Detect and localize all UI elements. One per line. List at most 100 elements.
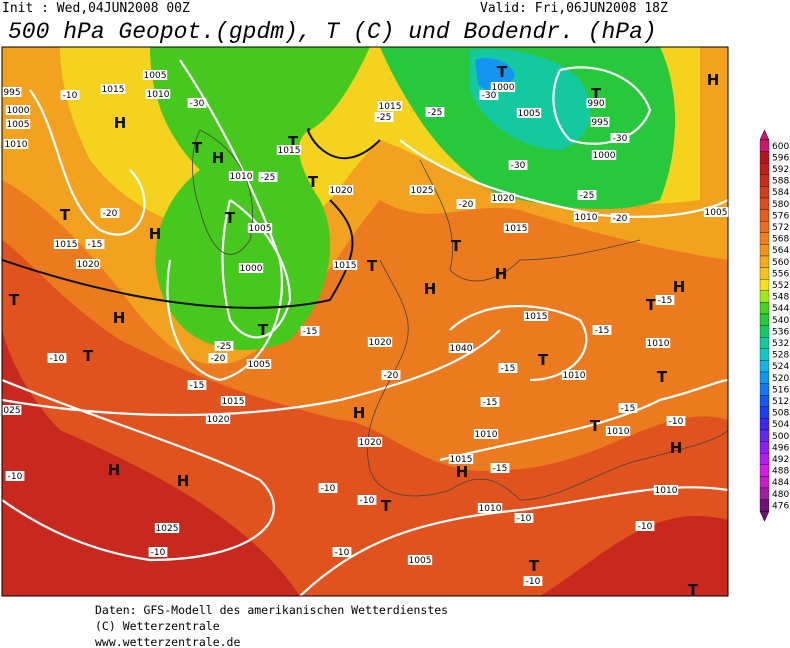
- legend-swatch: [759, 429, 770, 442]
- isoline-label-bg: [610, 133, 630, 143]
- isoline-label-bg: [367, 337, 393, 347]
- legend-swatch: [759, 406, 770, 419]
- legend-label: 516: [772, 385, 789, 395]
- isoline-label-bg: [75, 259, 101, 269]
- isoline-label-bg: [508, 160, 528, 170]
- isoline-label: -30: [511, 161, 526, 171]
- legend-tip-bottom: [759, 510, 770, 522]
- legend-tip-top: [759, 129, 770, 141]
- isoline-label-bg: [357, 437, 383, 447]
- isoline-label: 1000: [593, 151, 616, 161]
- isoline-label: -10: [638, 522, 653, 532]
- isoline-label-bg: [605, 426, 631, 436]
- isoline-label: 1010: [475, 430, 498, 440]
- isoline-label: -15: [190, 381, 205, 391]
- isoline-label: 1010: [563, 371, 586, 381]
- legend-swatch: [759, 163, 770, 175]
- isoline-label-bg: [228, 171, 254, 181]
- isoline-label: 1000: [492, 83, 515, 93]
- pressure-system: T: [9, 291, 20, 309]
- isoline-label: -30: [613, 134, 628, 144]
- isoline-label-bg: [247, 223, 273, 233]
- isoline-label: 1025: [411, 186, 434, 196]
- legend-swatch: [759, 186, 770, 199]
- isoline-label-bg: [145, 89, 171, 99]
- pressure-system: H: [707, 71, 720, 89]
- pressure-system: H: [424, 280, 437, 298]
- footer-source: Daten: GFS-Modell des amerikanischen Wet…: [95, 603, 448, 617]
- legend-label: 480: [772, 490, 789, 500]
- isoline-label: 1005: [249, 224, 272, 234]
- isoline-label-bg: [586, 98, 606, 108]
- isoline-label: -20: [384, 371, 399, 381]
- pressure-system: T: [529, 557, 540, 575]
- pressure-system: H: [149, 225, 162, 243]
- isoline-label-bg: [448, 454, 474, 464]
- legend-label: 544: [772, 304, 789, 314]
- footer-url: www.wetterzentrale.de: [95, 635, 240, 648]
- pressure-system: T: [192, 139, 203, 157]
- isoline-label-bg: [381, 370, 401, 380]
- isoline-label: -25: [428, 108, 443, 118]
- pressure-system: T: [83, 347, 94, 365]
- legend-swatch: [759, 290, 770, 303]
- map-frame: [1, 46, 729, 597]
- isoline-label-bg: [448, 343, 474, 353]
- isoline-label: -20: [613, 214, 628, 224]
- isoline-label: -15: [483, 398, 498, 408]
- legend-swatch: [759, 302, 770, 315]
- legend-label: 560: [772, 258, 789, 268]
- isoline-label: 1010: [575, 213, 598, 223]
- isoline-label-bg: [300, 326, 320, 336]
- legend-label: 584: [772, 188, 789, 198]
- isoline-label: 1015: [525, 312, 548, 322]
- pressure-system: H: [670, 439, 683, 457]
- isoline-label: 1005: [144, 71, 167, 81]
- isoline-label-bg: [53, 239, 79, 249]
- isoline-label-bg: [503, 223, 529, 233]
- pressure-system: H: [113, 309, 126, 327]
- isoline-label: 1020: [492, 194, 515, 204]
- legend-label: 572: [772, 223, 789, 233]
- legend-label: 504: [772, 420, 789, 430]
- isoline-label-bg: [610, 213, 630, 223]
- isoline-label: 1015: [450, 455, 473, 465]
- isoline-label: -15: [493, 464, 508, 474]
- isoline-label-bg: [276, 145, 302, 155]
- isoline-label-bg: [85, 239, 105, 249]
- pressure-system: T: [308, 173, 319, 191]
- isoline-label: 1005: [7, 120, 30, 130]
- isoline-label: -15: [621, 404, 636, 414]
- legend-swatch: [759, 232, 770, 245]
- isoline-label: -10: [517, 514, 532, 524]
- legend-swatch: [759, 383, 770, 396]
- pressure-system: T: [646, 296, 657, 314]
- legend-swatch: [759, 337, 770, 349]
- isoline-label-bg: [666, 416, 686, 426]
- isoline-label-bg: [246, 359, 272, 369]
- isoline-label-bg: [3, 139, 29, 149]
- isoline-label-bg: [425, 107, 445, 117]
- legend-label: 540: [772, 316, 789, 326]
- pressure-system: H: [177, 472, 190, 490]
- isoline-label: -10: [526, 577, 541, 587]
- isoline-label: 1015: [505, 224, 528, 234]
- isoline-label-bg: [187, 380, 207, 390]
- isoline-label: -25: [217, 342, 232, 352]
- pressure-system: T: [381, 497, 392, 515]
- legend-swatch: [759, 453, 770, 465]
- pressure-system: T: [451, 237, 462, 255]
- isoline-label-bg: [573, 212, 599, 222]
- isoline-label-bg: [220, 396, 246, 406]
- legend-swatch: [759, 139, 770, 152]
- field-green-west: [150, 47, 370, 350]
- legend-swatch: [759, 487, 770, 500]
- isoline-label: -10: [335, 548, 350, 558]
- legend-label: 580: [772, 200, 789, 210]
- isoline-label: -15: [595, 326, 610, 336]
- isoline-label: -25: [580, 191, 595, 201]
- isoline-label-bg: [5, 471, 25, 481]
- legend-label: 548: [772, 293, 789, 303]
- isoline-label-bg: [645, 338, 671, 348]
- pressure-system: T: [258, 321, 269, 339]
